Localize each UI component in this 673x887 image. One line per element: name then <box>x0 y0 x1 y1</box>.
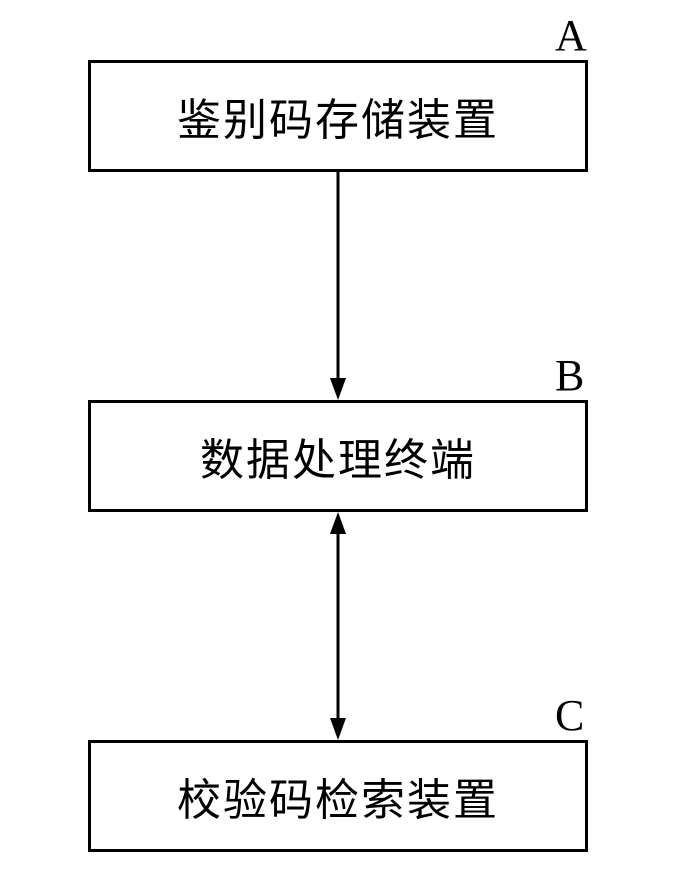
diagram-canvas: 鉴别码存储装置 A 数据处理终端 B 校验码检索装置 C <box>0 0 673 887</box>
node-a-outer-label: A <box>555 10 587 61</box>
node-a-label: 鉴别码存储装置 <box>177 84 499 148</box>
node-b: 数据处理终端 <box>88 400 588 512</box>
node-b-outer-label: B <box>555 350 584 401</box>
node-c-label: 校验码检索装置 <box>177 764 499 828</box>
node-a: 鉴别码存储装置 <box>88 60 588 172</box>
node-b-label: 数据处理终端 <box>200 424 476 488</box>
node-c: 校验码检索装置 <box>88 740 588 852</box>
node-c-outer-label: C <box>555 690 584 741</box>
